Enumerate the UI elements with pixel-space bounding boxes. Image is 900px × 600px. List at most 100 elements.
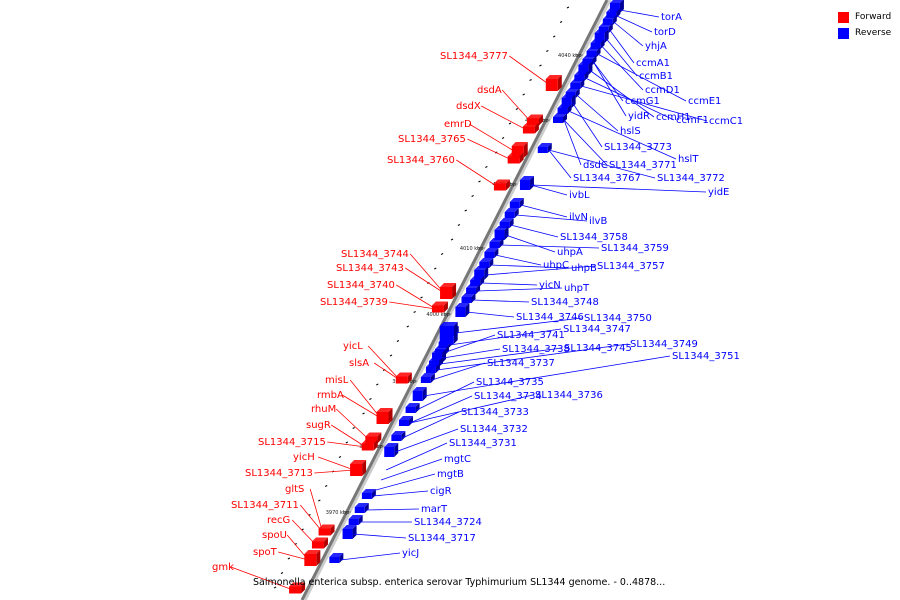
- reverse-gene-label[interactable]: uhpC: [543, 260, 569, 271]
- forward-gene-label[interactable]: rhuM: [311, 404, 336, 415]
- reverse-gene-label[interactable]: yidR: [628, 111, 650, 122]
- reverse-gene-label[interactable]: SL1344_3746: [516, 312, 584, 323]
- reverse-gene-label[interactable]: SL1344_3759: [601, 243, 669, 254]
- forward-gene-label[interactable]: sugR: [306, 420, 331, 431]
- reverse-gene-label[interactable]: ilvN: [569, 212, 588, 223]
- reverse-gene-label[interactable]: ccmC1: [709, 116, 743, 127]
- reverse-leader-line: [365, 508, 420, 511]
- forward-gene-label[interactable]: SL1344_3739: [320, 297, 388, 308]
- reverse-gene-label[interactable]: SL1344_3749: [630, 339, 698, 350]
- reverse-gene-label[interactable]: SL1344_3757: [597, 261, 665, 272]
- forward-gene-label[interactable]: SL1344_3760: [387, 155, 455, 166]
- reverse-gene-box: [420, 373, 435, 383]
- reverse-gene-label[interactable]: ccmE1: [688, 96, 721, 107]
- reverse-gene-label[interactable]: SL1344_3731: [449, 438, 517, 449]
- reverse-gene-label[interactable]: SL1344_3738: [502, 344, 570, 355]
- forward-gene-label[interactable]: gmk: [212, 562, 234, 573]
- forward-gene-label[interactable]: SL1344_3777: [440, 51, 508, 62]
- reverse-gene-label[interactable]: SL1344_3750: [584, 313, 652, 324]
- reverse-leader-line: [605, 37, 638, 77]
- reverse-gene-label[interactable]: SL1344_3724: [414, 517, 482, 528]
- reverse-gene-label[interactable]: SL1344_3747: [563, 324, 631, 335]
- reverse-gene-label[interactable]: cigR: [430, 486, 452, 497]
- forward-gene-label[interactable]: slsA: [349, 358, 369, 369]
- reverse-gene-label[interactable]: SL1344_3741: [497, 330, 565, 341]
- reverse-gene-label[interactable]: SL1344_3771: [609, 160, 677, 171]
- forward-gene-box: [522, 122, 539, 134]
- reverse-gene-label[interactable]: yicJ: [402, 548, 419, 559]
- forward-gene-label[interactable]: spoU: [262, 530, 287, 541]
- forward-leader-line: [468, 123, 516, 153]
- forward-gene-label[interactable]: yicH: [293, 452, 315, 463]
- reverse-gene-label[interactable]: SL1344_3717: [408, 533, 476, 544]
- legend-reverse: Reverse: [838, 25, 891, 41]
- reverse-gene-label[interactable]: uhpB: [571, 263, 597, 274]
- reverse-gene-label[interactable]: hslT: [678, 154, 699, 165]
- feature-dash: [464, 209, 467, 212]
- reverse-leader-line: [380, 458, 443, 481]
- reverse-gene-label[interactable]: SL1344_3748: [531, 297, 599, 308]
- reverse-gene-label[interactable]: SL1344_3767: [573, 173, 641, 184]
- reverse-gene-label[interactable]: torD: [654, 27, 676, 38]
- reverse-gene-label[interactable]: SL1344_3751: [672, 351, 740, 362]
- forward-gene-label[interactable]: misL: [325, 375, 349, 386]
- forward-gene-label[interactable]: SL1344_3740: [327, 280, 395, 291]
- reverse-gene-label[interactable]: marT: [421, 504, 448, 515]
- reverse-gene-label[interactable]: ilvB: [589, 216, 607, 227]
- reverse-gene-label[interactable]: yhjA: [645, 41, 667, 52]
- reverse-leader-line: [495, 254, 542, 266]
- reverse-gene-label[interactable]: ccmD1: [645, 85, 680, 96]
- reverse-gene-label[interactable]: SL1344_3732: [460, 424, 528, 435]
- forward-gene-label[interactable]: rmbA: [317, 390, 344, 401]
- reverse-gene-label[interactable]: ccmG1: [625, 96, 660, 107]
- forward-gene-label[interactable]: SL1344_3765: [398, 134, 466, 145]
- feature-dash: [369, 398, 372, 400]
- forward-gene-label[interactable]: spoT: [253, 547, 278, 558]
- forward-gene-label[interactable]: dsdA: [477, 85, 502, 96]
- reverse-gene-label[interactable]: hslS: [620, 126, 641, 137]
- forward-gene-label[interactable]: emrD: [444, 119, 472, 130]
- reverse-gene-label[interactable]: torA: [661, 12, 682, 23]
- reverse-gene-label[interactable]: SL1344_3772: [657, 173, 725, 184]
- reverse-leader-line: [515, 214, 588, 222]
- forward-gene-label[interactable]: dsdX: [456, 101, 481, 112]
- forward-gene-box: [440, 283, 457, 299]
- forward-gene-box: [431, 301, 448, 313]
- feature-dash: [338, 456, 342, 458]
- reverse-gene-label[interactable]: SL1344_3758: [560, 232, 628, 243]
- forward-gene-label[interactable]: recG: [267, 515, 290, 526]
- reverse-gene-label[interactable]: SL1344_3733: [461, 407, 529, 418]
- reverse-gene-label[interactable]: mgtC: [444, 454, 471, 465]
- forward-leader-line: [389, 301, 436, 310]
- reverse-gene-label[interactable]: SL1344_3734: [474, 391, 542, 402]
- feature-dash: [345, 441, 349, 444]
- reverse-gene-label[interactable]: SL1344_3773: [604, 142, 672, 153]
- forward-gene-label[interactable]: SL1344_3713: [245, 468, 313, 479]
- forward-gene-label[interactable]: SL1344_3743: [336, 263, 404, 274]
- reverse-gene-label[interactable]: ccmF1: [676, 115, 709, 126]
- reverse-gene-box: [470, 276, 485, 286]
- reverse-leader-line: [340, 552, 401, 561]
- reverse-gene-label[interactable]: ccmA1: [636, 58, 670, 69]
- reverse-gene-label[interactable]: ccmB1: [639, 71, 673, 82]
- reverse-gene-label[interactable]: ivbL: [569, 190, 590, 201]
- reverse-gene-label[interactable]: SL1344_3745: [564, 343, 632, 354]
- feature-dash: [389, 354, 393, 357]
- reverse-gene-label[interactable]: uhpA: [557, 247, 583, 258]
- reverse-gene-label[interactable]: SL1344_3736: [535, 390, 603, 401]
- reverse-gene-label[interactable]: ccmH1: [656, 112, 691, 123]
- forward-gene-label[interactable]: gltS: [285, 484, 304, 495]
- forward-gene-label[interactable]: SL1344_3711: [231, 500, 299, 511]
- forward-gene-label[interactable]: SL1344_3715: [258, 437, 326, 448]
- reverse-gene-label[interactable]: SL1344_3735: [476, 377, 544, 388]
- reverse-gene-label[interactable]: uhpT: [564, 283, 590, 294]
- forward-gene-label[interactable]: SL1344_3744: [341, 249, 409, 260]
- reverse-gene-label[interactable]: mgtB: [437, 469, 464, 480]
- reverse-gene-label[interactable]: yicN: [539, 280, 561, 291]
- reverse-gene-label[interactable]: yidE: [708, 187, 729, 198]
- reverse-gene-label[interactable]: SL1344_3737: [487, 358, 555, 369]
- forward-gene-box: [361, 439, 378, 451]
- forward-gene-label[interactable]: yicL: [343, 341, 363, 352]
- reverse-gene-label[interactable]: dsdC: [583, 160, 608, 171]
- feature-dash: [559, 21, 563, 23]
